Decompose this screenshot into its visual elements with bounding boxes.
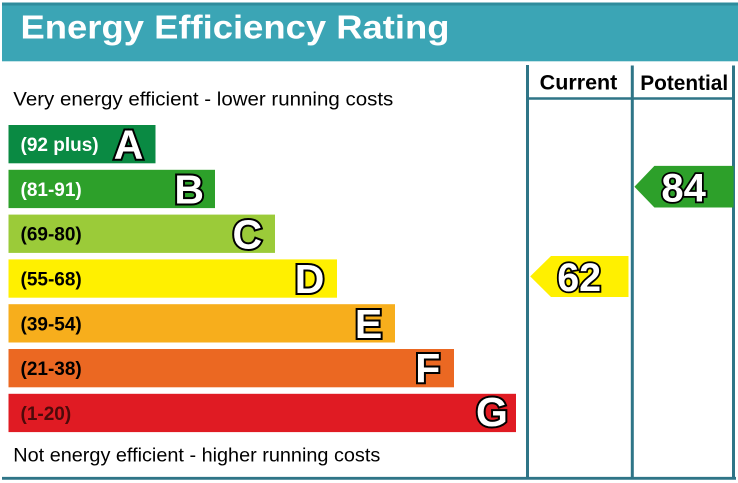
svg-text:Potential: Potential — [640, 71, 728, 95]
svg-text:E: E — [355, 301, 382, 347]
svg-text:C: C — [232, 211, 262, 257]
svg-text:F: F — [415, 346, 440, 392]
svg-text:(1-20): (1-20) — [21, 404, 72, 425]
svg-text:(55-68): (55-68) — [21, 270, 82, 291]
svg-text:Current: Current — [540, 71, 618, 95]
svg-text:Energy Efficiency Rating: Energy Efficiency Rating — [21, 9, 450, 46]
svg-text:A: A — [114, 122, 144, 168]
svg-text:G: G — [476, 389, 508, 435]
svg-text:Very energy efficient - lower: Very energy efficient - lower running co… — [13, 89, 393, 111]
svg-text:(81-91): (81-91) — [21, 180, 82, 201]
svg-text:84: 84 — [661, 166, 706, 210]
svg-text:(39-54): (39-54) — [21, 314, 82, 335]
svg-text:D: D — [295, 256, 325, 302]
svg-text:B: B — [174, 167, 204, 213]
svg-text:(21-38): (21-38) — [21, 359, 82, 380]
svg-text:(69-80): (69-80) — [21, 225, 82, 246]
svg-text:Not energy efficient - higher: Not energy efficient - higher running co… — [13, 444, 380, 466]
svg-text:(92 plus): (92 plus) — [21, 135, 99, 156]
svg-text:62: 62 — [557, 256, 601, 300]
